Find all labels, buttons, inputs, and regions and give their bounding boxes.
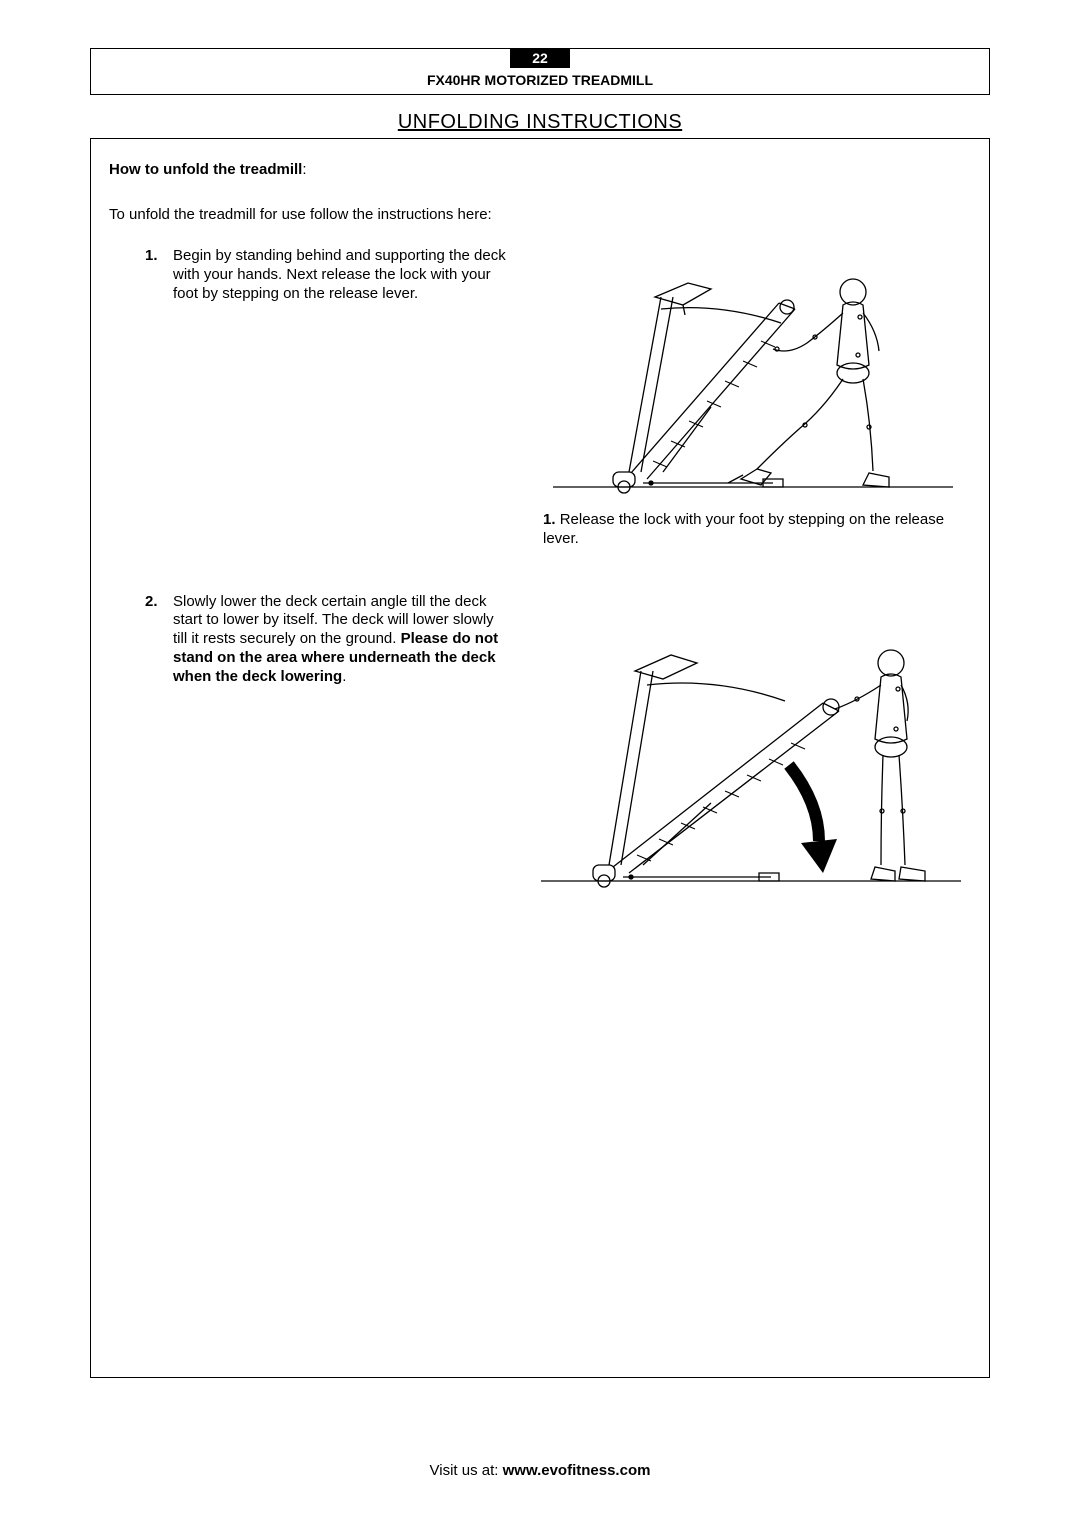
step-2-suffix: . [342, 668, 346, 685]
manual-page: 22 FX40HR MOTORIZED TREADMILL UNFOLDING … [0, 0, 1080, 1527]
footer-url: www.evofitness.com [503, 1462, 651, 1479]
step-2-body: Slowly lower the deck certain angle till… [173, 593, 511, 893]
step-1-number: 1. [145, 247, 173, 549]
content-box: How to unfold the treadmill: To unfold t… [90, 138, 990, 1378]
step-2-text: 2. Slowly lower the deck certain angle t… [145, 593, 511, 893]
section-title: UNFOLDING INSTRUCTIONS [90, 111, 990, 134]
figure-1-caption-text: Release the lock with your foot by stepp… [543, 511, 944, 547]
footer-prefix: Visit us at: [430, 1462, 503, 1479]
step-1-row: 1. Begin by standing behind and supporti… [109, 247, 971, 549]
subheading: How to unfold the treadmill: [109, 161, 971, 178]
subheading-suffix: : [302, 161, 306, 178]
page-footer: Visit us at: www.evofitness.com [0, 1462, 1080, 1479]
step-2-number: 2. [145, 593, 173, 893]
step-1-text: 1. Begin by standing behind and supporti… [145, 247, 515, 549]
page-header: 22 FX40HR MOTORIZED TREADMILL [90, 48, 990, 95]
figure-2-column [531, 593, 971, 893]
figure-1-caption: 1. Release the lock with your foot by st… [543, 511, 963, 549]
subheading-bold: How to unfold the treadmill [109, 161, 302, 178]
product-title: FX40HR MOTORIZED TREADMILL [91, 72, 989, 88]
figure-1-column: 1. Release the lock with your foot by st… [535, 247, 971, 549]
intro-text: To unfold the treadmill for use follow t… [109, 206, 971, 223]
step-1-body: Begin by standing behind and supporting … [173, 247, 515, 549]
figure-2-illustration [531, 593, 971, 893]
figure-1-caption-num: 1. [543, 511, 556, 528]
page-number-badge: 22 [510, 48, 570, 68]
step-2-row: 2. Slowly lower the deck certain angle t… [109, 593, 971, 893]
figure-1-illustration [543, 247, 963, 497]
